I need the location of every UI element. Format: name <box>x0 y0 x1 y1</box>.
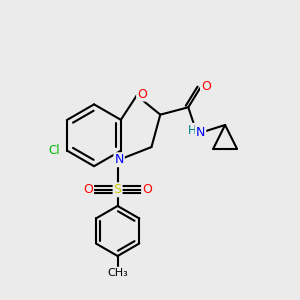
Text: O: O <box>142 183 152 196</box>
Text: H: H <box>188 124 196 137</box>
Text: CH₃: CH₃ <box>107 268 128 278</box>
Text: N: N <box>114 153 124 166</box>
Text: O: O <box>137 88 147 100</box>
Text: O: O <box>201 80 211 93</box>
Text: N: N <box>196 126 205 139</box>
Text: Cl: Cl <box>48 144 60 157</box>
Text: S: S <box>114 183 122 196</box>
Text: O: O <box>83 183 93 196</box>
